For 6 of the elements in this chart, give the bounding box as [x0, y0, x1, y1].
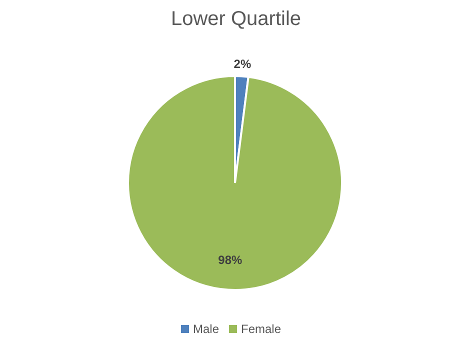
data-label: 98% [218, 252, 242, 267]
data-label: 2% [234, 57, 252, 72]
legend-label: Male [192, 322, 219, 336]
pie-slice [127, 75, 343, 291]
legend-label: Female [241, 322, 282, 336]
chart-title: Lower Quartile [170, 8, 302, 31]
